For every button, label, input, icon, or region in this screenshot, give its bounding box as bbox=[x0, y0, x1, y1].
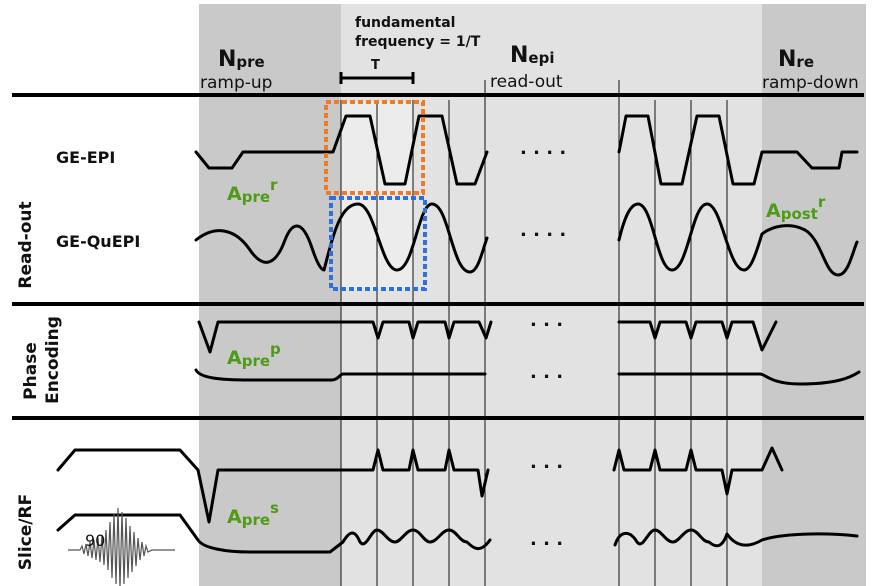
nepi-header: Nepi bbox=[510, 43, 554, 68]
readout-row-label: Read-out bbox=[16, 201, 36, 288]
phase-ellipsis-1: . . . bbox=[530, 310, 563, 331]
fundamental-label-line1: fundamental bbox=[355, 15, 455, 31]
nre-caption: ramp-down bbox=[762, 73, 859, 93]
nepi-caption: read-out bbox=[490, 72, 563, 92]
slice-ellipsis-1: . . . bbox=[530, 452, 563, 473]
readout-ellipsis-1: . . . . bbox=[520, 138, 566, 159]
apost-r-label: Apostr bbox=[766, 193, 826, 223]
ge-quepi-waveform bbox=[194, 202, 859, 277]
readout-ellipsis-2: . . . . bbox=[520, 220, 566, 241]
apre-s-label: Apres bbox=[227, 499, 279, 529]
slice-row-label: Slice/RF bbox=[16, 494, 36, 570]
ramp-down-region bbox=[762, 4, 866, 586]
period-label: T bbox=[371, 58, 380, 73]
apre-p-label: Aprep bbox=[227, 340, 281, 370]
fundamental-label-line2: frequency = 1/T bbox=[355, 34, 481, 50]
npre-header: Npre bbox=[218, 47, 265, 72]
ramp-up-region bbox=[199, 4, 341, 586]
orange-period-box bbox=[324, 100, 425, 195]
apre-r-label: Aprer bbox=[227, 176, 278, 206]
readout-region bbox=[341, 4, 762, 586]
phase-prephaser-waveform bbox=[194, 368, 861, 386]
phase-row-label-2: Encoding bbox=[43, 316, 63, 404]
slice-rewinder-waveform bbox=[56, 513, 859, 554]
ge-quepi-label: GE-QuEPI bbox=[56, 232, 140, 251]
blue-period-box bbox=[329, 196, 427, 291]
period-bracket bbox=[339, 72, 415, 84]
phase-blip-waveform bbox=[197, 320, 778, 354]
slice-ellipsis-2: . . . bbox=[530, 529, 563, 550]
phase-ellipsis-2: . . . bbox=[530, 362, 563, 383]
ge-epi-waveform bbox=[194, 114, 859, 186]
nre-header: Nre bbox=[778, 47, 814, 72]
phase-row-label-1: Phase bbox=[21, 342, 41, 400]
slice-select-waveform bbox=[56, 446, 784, 524]
npre-caption: ramp-up bbox=[200, 73, 272, 93]
ge-epi-label: GE-EPI bbox=[56, 148, 115, 167]
rf-flip-angle: 90 bbox=[85, 531, 105, 550]
rf-pulse-icon bbox=[68, 507, 175, 586]
